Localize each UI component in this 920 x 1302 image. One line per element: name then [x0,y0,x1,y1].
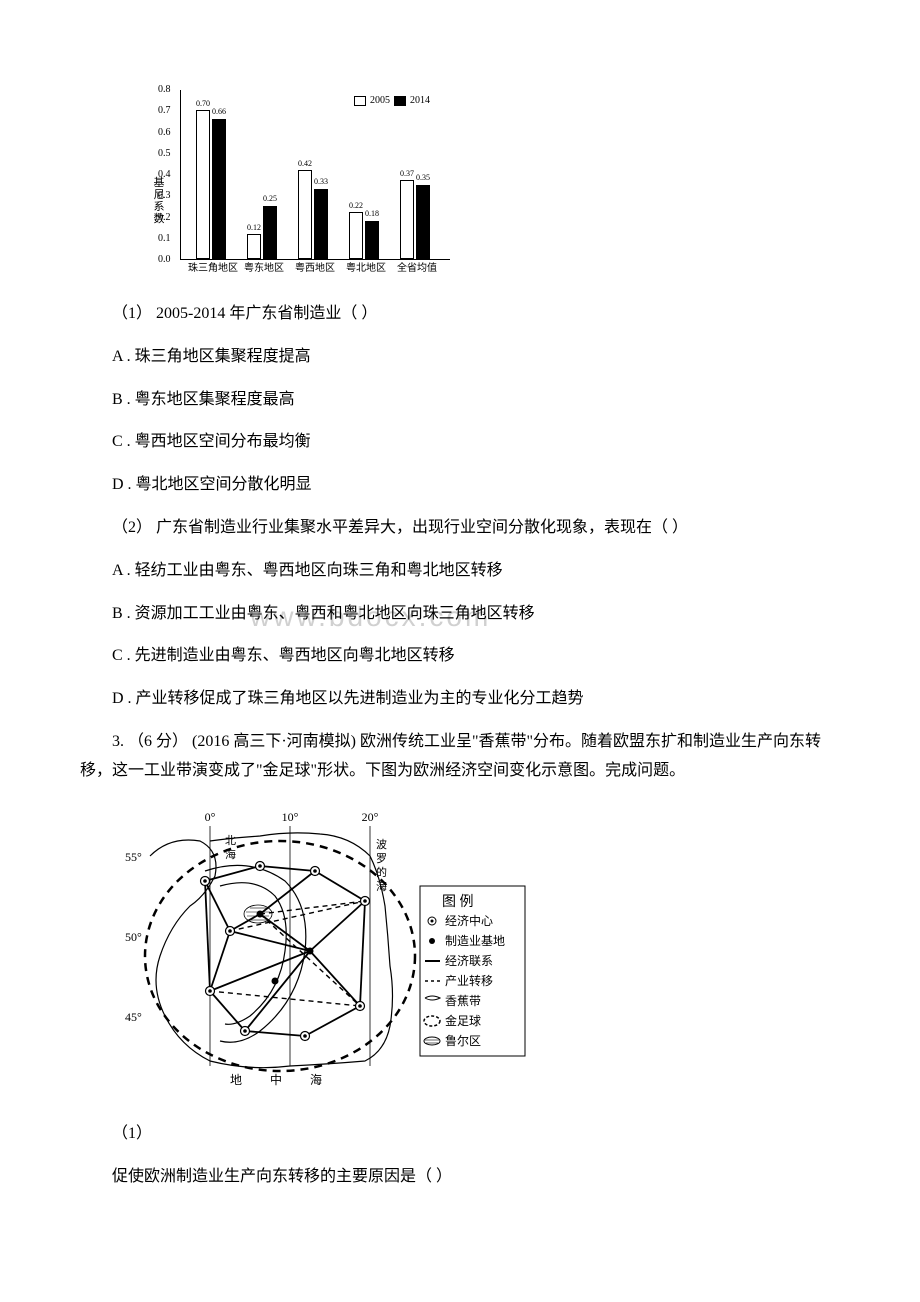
bar-group: 0.22 0.18 [349,212,385,259]
bar-2014: 0.18 [365,221,379,259]
banana-belt-inner [220,882,286,1024]
svg-text:中: 中 [270,1072,282,1087]
bar-value-label: 0.22 [349,199,363,213]
q2-choice-b: B . 资源加工工业由粤东、粤西和粤北地区向珠三角地区转移 [80,600,840,629]
map-legend-title: 图 例 [442,894,474,910]
x-axis-label: 珠三角地区 [188,260,238,278]
q3-intro: 3. （6 分） (2016 高三下·河南模拟) 欧洲传统工业呈"香蕉带"分布。… [80,728,840,786]
y-tick: 0.6 [158,124,171,142]
y-tick: 0.4 [158,166,171,184]
svg-text:罗: 罗 [376,852,387,865]
lat-50: 50° [125,930,142,944]
svg-text:金足球: 金足球 [445,1013,481,1028]
x-axis-label: 粤北地区 [346,260,386,278]
svg-text:经济联系: 经济联系 [445,953,493,968]
gold-football-shape [145,841,415,1071]
lat-55: 55° [125,850,142,864]
svg-text:鲁尔区: 鲁尔区 [445,1033,481,1048]
bar-value-label: 0.33 [314,175,328,189]
y-tick: 0.7 [158,102,171,120]
y-tick: 0.8 [158,81,171,99]
bar-chart: 基尼系数0.00.10.20.30.40.50.60.70.8 2005 201… [140,80,460,280]
bar-value-label: 0.37 [400,167,414,181]
svg-text:海: 海 [310,1072,322,1087]
bar-2014: 0.66 [212,119,226,259]
x-axis-label: 全省均值 [397,260,437,278]
bar-value-label: 0.12 [247,221,261,235]
q1-stem: （1） 2005-2014 年广东省制造业（ ） [80,300,840,329]
chart-plot-area: 0.70 0.66 0.12 0.25 0.42 0.33 0.22 0.18 … [180,90,450,260]
bar-2005: 0.70 [196,110,210,259]
q3-sub1-num: （1） [80,1120,840,1149]
svg-text:的: 的 [376,865,387,879]
svg-text:产业转移: 产业转移 [445,973,493,988]
q1-choice-d: D . 粤北地区空间分散化明显 [80,471,840,500]
bar-chart-container: 基尼系数0.00.10.20.30.40.50.60.70.8 2005 201… [140,80,840,280]
bar-group: 0.37 0.35 [400,180,436,259]
map-legend-box [420,886,525,1056]
lon-0: 0° [205,810,216,824]
q2-choice-d: D . 产业转移促成了珠三角地区以先进制造业为主的专业化分工趋势 [80,685,840,714]
lat-45: 45° [125,1010,142,1024]
bar-2005: 0.37 [400,180,414,259]
y-tick: 0.5 [158,145,171,163]
bar-value-label: 0.18 [365,207,379,221]
bar-2014: 0.35 [416,185,430,259]
svg-text:制造业基地: 制造业基地 [445,934,505,948]
bar-2005: 0.22 [349,212,363,259]
bar-value-label: 0.70 [196,97,210,111]
y-tick: 0.1 [158,230,171,248]
q1-choice-a: A . 珠三角地区集聚程度提高 [80,343,840,372]
bar-2005: 0.42 [298,170,312,259]
bar-2005: 0.12 [247,234,261,260]
q2-choice-a: A . 轻纺工业由粤东、粤西地区向珠三角和粤北地区转移 [80,557,840,586]
svg-text:香蕉带: 香蕉带 [445,994,481,1008]
y-tick: 0.0 [158,251,171,269]
svg-text:海: 海 [225,847,236,861]
bar-value-label: 0.42 [298,157,312,171]
banana-belt-outer [205,865,306,1042]
bar-value-label: 0.35 [416,171,430,185]
med-sea-label: 地 [230,1073,242,1087]
north-sea-label: 北 [225,834,236,847]
x-axis-label: 粤西地区 [295,260,335,278]
map-container: 0° 10° 20° 55° 50° 45° 北 波 罗 的 海 地 [110,806,840,1107]
industry-transfer [210,901,365,1006]
q2-choice-c: C . 先进制造业由粤东、粤西地区向粤北地区转移 [80,642,840,671]
q1-choice-c: C . 粤西地区空间分布最均衡 [80,428,840,457]
bar-2014: 0.25 [263,206,277,259]
bar-2014: 0.33 [314,189,328,259]
x-axis-label: 粤东地区 [244,260,284,278]
y-tick: 0.3 [158,187,171,205]
lon-20: 20° [362,810,379,824]
bar-group: 0.12 0.25 [247,206,283,259]
europe-map: 0° 10° 20° 55° 50° 45° 北 波 罗 的 海 地 [110,806,530,1096]
bar-value-label: 0.25 [263,192,277,206]
y-tick: 0.2 [158,209,171,227]
baltic-sea-label: 波 [376,838,387,851]
bar-value-label: 0.66 [212,105,226,119]
lon-10: 10° [282,810,299,824]
bar-group: 0.42 0.33 [298,170,334,259]
bar-group: 0.70 0.66 [196,110,232,259]
q3-sub1-stem: 促使欧洲制造业生产向东转移的主要原因是（ ） [80,1163,840,1192]
q2-stem: （2） 广东省制造业行业集聚水平差异大，出现行业空间分散化现象，表现在（ ） [80,514,840,543]
q1-choice-b: B . 粤东地区集聚程度最高 [80,386,840,415]
svg-text:经济中心: 经济中心 [445,913,493,928]
